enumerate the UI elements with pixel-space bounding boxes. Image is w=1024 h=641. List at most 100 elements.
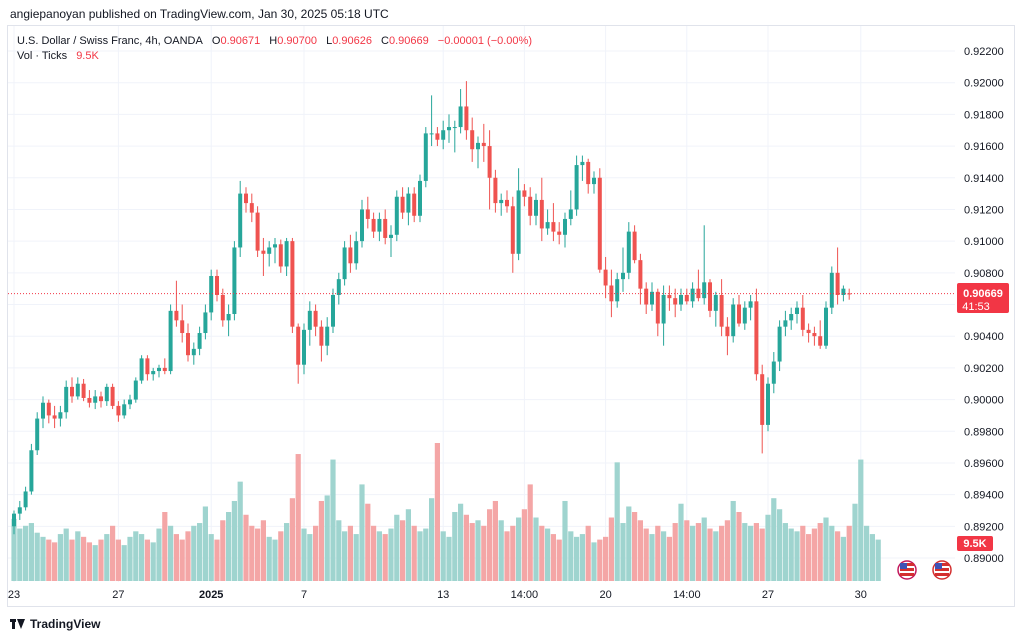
volume-bar: [620, 523, 626, 581]
price-tick-label: 0.90800: [964, 268, 1004, 280]
brand-name: TradingView: [30, 617, 101, 631]
candle-body: [516, 190, 521, 254]
candle-body: [278, 244, 283, 267]
volume-bar: [475, 520, 481, 581]
volume-bar: [539, 525, 545, 581]
volume-bar: [806, 534, 812, 581]
candle-body: [812, 333, 817, 337]
candle-body: [429, 133, 434, 135]
volume-bar: [835, 531, 841, 581]
candle-body: [748, 301, 753, 308]
price-badge-price: 0.90669: [963, 288, 1003, 300]
price-tick-label: 0.91000: [964, 236, 1004, 248]
candle-body: [708, 282, 712, 311]
candle-body: [162, 367, 167, 372]
candle-body: [29, 450, 34, 492]
candle-body: [568, 209, 573, 219]
volume-bar: [527, 484, 533, 581]
volume-bar: [719, 525, 725, 581]
volume-bar: [371, 525, 377, 581]
volume-badge-value: 9.5K: [963, 538, 986, 550]
candle-body: [441, 130, 446, 140]
us-flag-icon[interactable]: [897, 560, 917, 580]
volume-bar: [585, 525, 591, 581]
candle-body: [464, 106, 469, 131]
candle-body: [829, 272, 834, 308]
candle-body: [458, 106, 463, 128]
candles: [12, 81, 852, 535]
volume-value: 9.5K: [76, 50, 99, 62]
candle-body: [795, 307, 799, 315]
volume-bar: [220, 520, 226, 581]
footer-brand[interactable]: TradingView: [10, 617, 100, 631]
candle-body: [58, 412, 63, 419]
candle-body: [528, 196, 533, 216]
candle-body: [249, 203, 254, 213]
volume-bar: [330, 459, 336, 581]
candle-body: [99, 396, 103, 402]
candle-body: [592, 177, 596, 185]
candle-body: [684, 294, 689, 302]
candle-body: [35, 418, 40, 451]
volume-label[interactable]: Vol · Ticks: [17, 50, 68, 62]
volume-bar: [226, 512, 232, 581]
candle-body: [551, 222, 556, 232]
candle-body: [435, 133, 440, 140]
volume-bar: [400, 520, 406, 581]
volume-bar: [237, 481, 243, 581]
volume-bar: [86, 542, 92, 581]
volume-bar: [823, 517, 829, 581]
candle-body: [406, 193, 411, 213]
candle-body: [539, 199, 544, 229]
volume-bar: [481, 525, 487, 581]
volume-bar: [289, 498, 295, 581]
candle-body: [389, 234, 393, 238]
candle-body: [122, 404, 127, 416]
candle-body: [661, 294, 666, 324]
price-tick-label: 0.90400: [964, 331, 1004, 343]
price-tick-label: 0.90000: [964, 395, 1004, 407]
candle-body: [603, 269, 608, 286]
candle-body: [168, 310, 173, 372]
volume-bar: [11, 518, 17, 581]
candle-body: [116, 405, 121, 416]
candle-body: [180, 320, 185, 334]
volume-bar: [637, 520, 643, 581]
volume-bar: [510, 525, 516, 581]
candle-body: [766, 383, 770, 425]
volume-bar: [208, 534, 214, 581]
candle-body: [267, 247, 272, 254]
volume-bar: [504, 531, 510, 581]
volume-bar: [695, 523, 701, 581]
volume-bar: [417, 531, 423, 581]
candle-body: [452, 127, 457, 129]
volume-bar: [591, 542, 597, 581]
volume-bar: [104, 534, 110, 581]
candle-body: [818, 336, 823, 346]
candle-body: [93, 396, 98, 403]
candle-body: [777, 326, 782, 362]
volume-bar: [440, 531, 446, 581]
volume-bar: [34, 532, 40, 581]
candle-body: [296, 326, 301, 365]
symbol-label[interactable]: U.S. Dollar / Swiss Franc, 4h, OANDA: [17, 35, 203, 47]
us-flag-icon[interactable]: [932, 560, 952, 580]
volume-bar: [469, 523, 475, 581]
candle-body: [725, 326, 730, 337]
candle-body: [64, 386, 69, 413]
candle-body: [41, 402, 45, 419]
volume-bar: [707, 528, 713, 581]
volume-bar: [742, 523, 748, 581]
candle-body: [290, 241, 295, 327]
volume-bar: [52, 542, 58, 581]
volume-bar: [388, 528, 394, 581]
volume-bar: [574, 536, 580, 581]
volume-bar: [429, 498, 435, 581]
price-tick-label: 0.92000: [964, 78, 1004, 90]
candle-body: [580, 161, 585, 166]
close-label: C: [381, 35, 389, 47]
volume-bar: [150, 542, 156, 581]
candle-body: [754, 301, 759, 375]
volume-bar: [765, 514, 771, 581]
